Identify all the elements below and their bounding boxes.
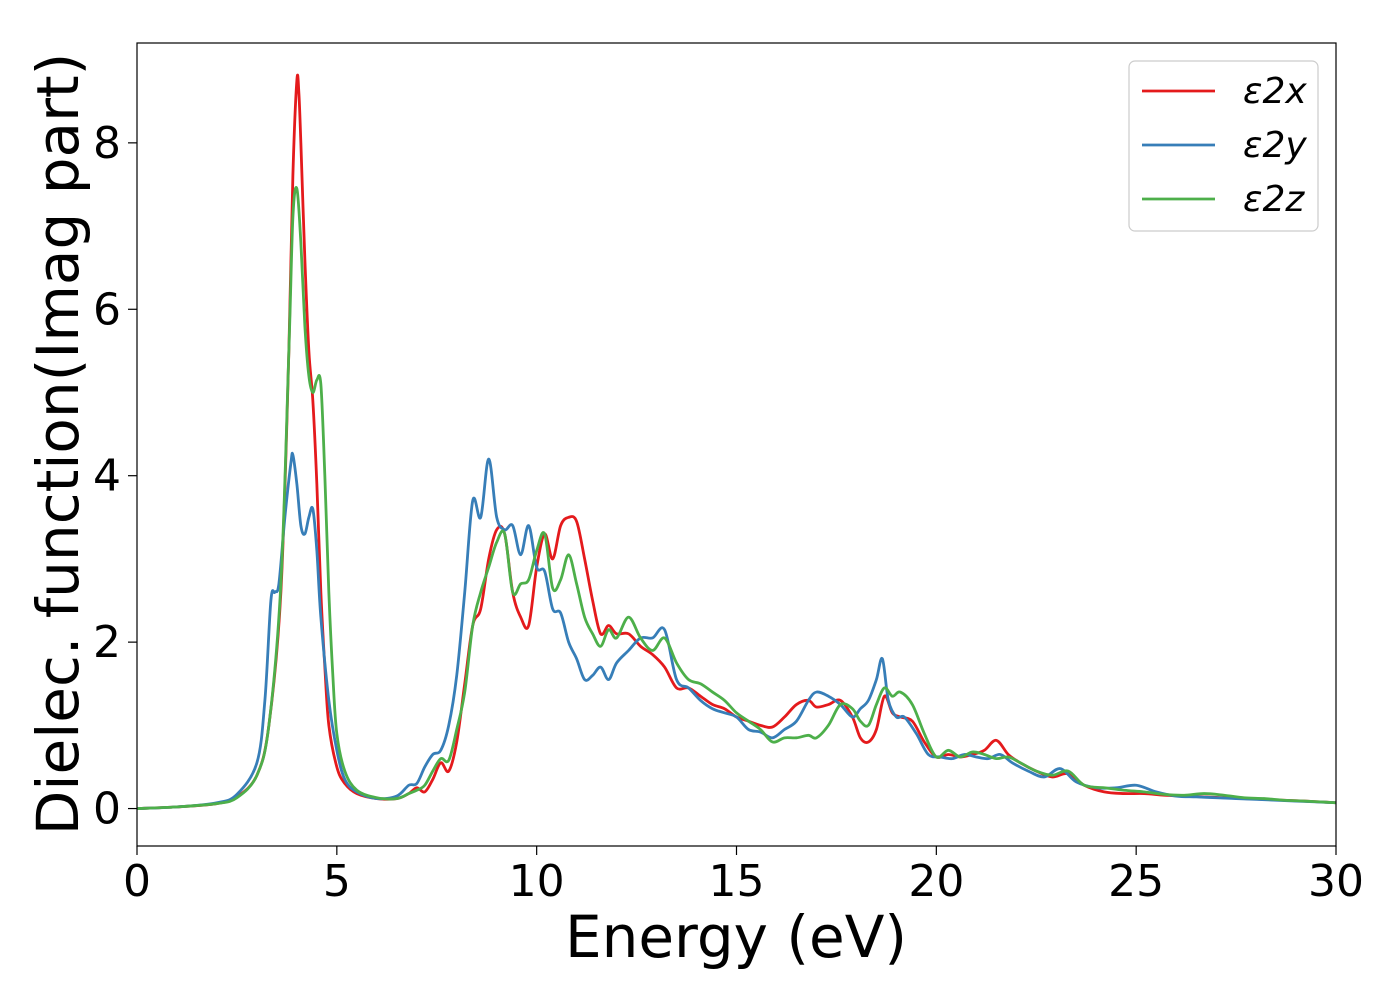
y-tick-label: 6: [93, 284, 121, 335]
x-tick-label: 15: [709, 856, 765, 907]
x-axis: 0 5 10 15 20 25 30: [123, 846, 1364, 907]
y-tick-label: 8: [93, 118, 121, 169]
x-tick-label: 5: [323, 856, 351, 907]
series-layer: [136, 73, 1337, 810]
x-tick-label: 20: [908, 856, 964, 907]
x-tick-label: 30: [1308, 856, 1364, 907]
y-axis: 0 2 4 6 8: [93, 118, 137, 835]
x-tick-label: 25: [1108, 856, 1164, 907]
x-axis-label: Energy (eV): [565, 903, 907, 971]
series-line-3: [136, 186, 1337, 810]
x-tick-label: 10: [509, 856, 565, 907]
legend: ε2x ε2y ε2z: [1128, 60, 1319, 232]
legend-frame: [1128, 60, 1319, 232]
legend-label-2: ε2y: [1243, 125, 1307, 166]
y-axis-label: Dielec. function(Imag part): [24, 53, 92, 836]
legend-label-3: ε2z: [1243, 179, 1305, 220]
y-tick-label: 4: [93, 451, 121, 502]
legend-label-1: ε2x: [1243, 71, 1307, 112]
x-tick-label: 0: [123, 856, 151, 907]
y-tick-label: 2: [93, 617, 121, 668]
y-tick-label: 0: [93, 784, 121, 835]
